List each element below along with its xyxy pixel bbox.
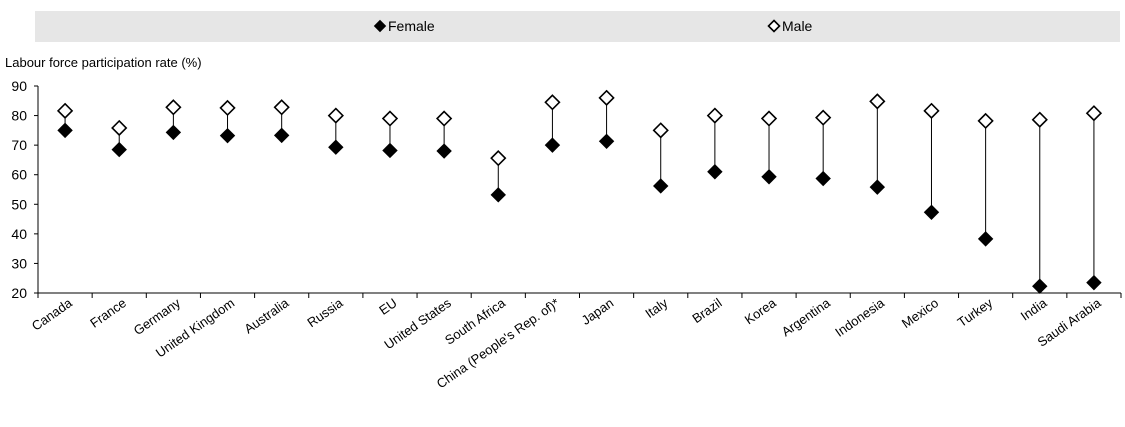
y-ticks: 20 30 40 50 60 70 80 90 <box>11 78 38 301</box>
male-point <box>598 89 615 106</box>
category-label: Canada <box>29 295 76 334</box>
y-tick-label: 40 <box>11 226 27 242</box>
female-point <box>869 179 886 195</box>
female-point <box>436 143 452 159</box>
category-label: Argentina <box>779 295 834 340</box>
female-point <box>1086 274 1102 291</box>
y-tick-label: 70 <box>11 137 27 153</box>
category-label: France <box>87 295 129 330</box>
female-markers <box>57 122 1102 294</box>
legend-female-label: Female <box>388 18 435 34</box>
legend-band <box>35 11 1120 42</box>
category-label: Indonesia <box>832 295 887 340</box>
female-point <box>382 142 398 159</box>
y-tick-label: 20 <box>11 285 27 301</box>
category-label: India <box>1018 295 1050 324</box>
category-label: EU <box>376 295 399 318</box>
female-point <box>544 137 561 153</box>
female-point <box>815 170 831 187</box>
male-point <box>327 107 344 124</box>
category-label: Russia <box>304 295 346 331</box>
category-label: Korea <box>742 295 780 328</box>
x-ticks <box>37 293 1122 298</box>
legend-female-marker <box>373 19 387 33</box>
male-point <box>815 109 832 126</box>
male-point <box>869 93 886 110</box>
category-label: Brazil <box>689 295 724 326</box>
female-point <box>598 133 615 150</box>
female-point <box>653 178 669 194</box>
male-point <box>435 110 453 127</box>
y-tick-label: 90 <box>11 78 27 94</box>
category-label: Australia <box>241 295 292 337</box>
male-point <box>652 122 669 139</box>
legend-male-marker <box>767 19 781 33</box>
y-tick-label: 80 <box>11 108 27 124</box>
female-point <box>1032 278 1048 294</box>
legend-male-label: Male <box>782 18 813 34</box>
female-point <box>761 169 777 185</box>
female-point <box>57 122 73 139</box>
male-point <box>1031 111 1048 128</box>
category-label: Italy <box>642 295 671 321</box>
y-axis-title: Labour force participation rate (%) <box>5 55 202 70</box>
category-label: Japan <box>579 295 617 328</box>
y-tick-label: 30 <box>11 255 27 271</box>
female-point <box>273 127 290 144</box>
female-point <box>111 141 127 158</box>
male-point <box>273 99 290 116</box>
female-point <box>219 127 236 144</box>
male-point <box>1085 105 1103 122</box>
male-point <box>977 112 994 130</box>
y-tick-label: 50 <box>11 196 27 212</box>
male-point <box>219 99 236 117</box>
category-label: Turkey <box>955 295 996 330</box>
y-tick-label: 60 <box>11 167 27 183</box>
male-markers <box>56 89 1103 167</box>
female-point <box>165 124 182 141</box>
male-point <box>56 102 74 119</box>
male-point <box>760 110 778 127</box>
female-point <box>490 187 506 203</box>
male-point <box>706 107 724 124</box>
category-label: Mexico <box>899 295 941 331</box>
female-point <box>328 139 344 155</box>
stems <box>64 97 1095 287</box>
male-point <box>490 150 507 167</box>
male-point <box>544 94 561 111</box>
female-point <box>707 164 723 180</box>
female-point <box>923 204 940 220</box>
male-point <box>165 99 182 116</box>
male-point <box>923 102 940 119</box>
male-point <box>381 110 399 127</box>
male-point <box>111 119 128 137</box>
female-point <box>977 231 994 247</box>
